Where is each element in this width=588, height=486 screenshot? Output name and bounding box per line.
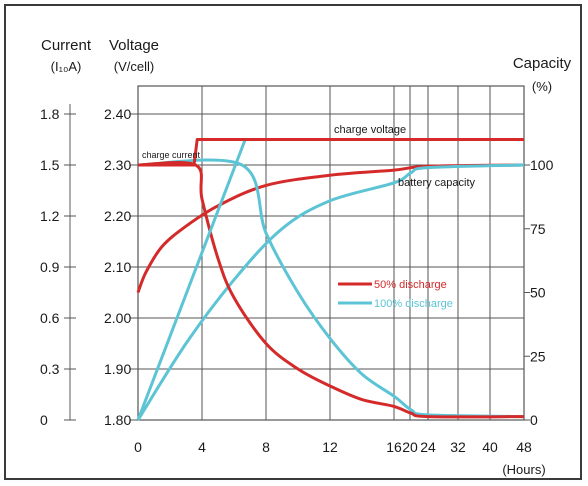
voltage-tick-label: 1.80 [104,412,131,428]
current-tick-label: 0 [40,412,48,428]
chart-frame [4,4,582,480]
capacity-tick-label: 0 [530,412,538,428]
charge-voltage-label: charge voltage [334,124,406,136]
x-axis-unit: (Hours) [502,462,545,477]
x-tick-label: 8 [262,439,270,455]
legend-label-100: 100% discharge [374,298,453,310]
current-axis-title: Current [41,37,92,54]
capacity-axis-unit: (%) [532,79,552,94]
voltage-tick-label: 2.00 [104,310,131,326]
current-tick-label: 0.9 [40,259,60,275]
x-tick-label: 20 [402,439,418,455]
series-100-battery-capacity [136,163,525,421]
voltage-tick-label: 2.10 [104,259,131,275]
charge-current-label: charge current [142,150,201,160]
series-lines [136,138,525,421]
current-axis-unit: (I₁₀A) [51,59,82,74]
x-tick-label: 24 [420,439,436,455]
legend: 50% discharge 100% discharge [338,279,453,310]
voltage-axis-title: Voltage [109,37,159,54]
current-tick-label: 1.2 [40,208,60,224]
capacity-tick-label: 50 [530,285,546,301]
voltage-tick-label: 2.30 [104,157,131,173]
series-50-charge-voltage [138,138,524,167]
series-50-battery-capacity [136,163,525,294]
capacity-tick-label: 100 [530,157,554,173]
voltage-tick-label: 1.90 [104,361,131,377]
capacity-axis-title: Capacity [513,55,572,72]
voltage-tick-label: 2.40 [104,106,131,122]
voltage-axis-unit: (V/cell) [114,59,154,74]
x-tick-label: 12 [322,439,338,455]
series-50-charge-current [137,160,525,419]
x-tick-label: 40 [482,439,498,455]
plot-area [137,85,525,421]
grid [64,85,530,421]
x-tick-label: 0 [134,439,142,455]
x-tick-label: 48 [516,439,532,455]
x-tick-label: 16 [386,439,402,455]
voltage-tick-label: 2.20 [104,208,131,224]
capacity-tick-label: 75 [530,221,546,237]
x-tick-label: 32 [450,439,466,455]
current-tick-label: 1.8 [40,106,60,122]
battery-capacity-label: battery capacity [398,177,476,189]
series-100-charge-current [137,158,525,419]
capacity-tick-label: 25 [530,348,546,364]
current-tick-label: 0.3 [40,361,60,377]
current-tick-label: 0.6 [40,310,60,326]
current-tick-label: 1.5 [40,157,60,173]
legend-label-50: 50% discharge [374,279,447,291]
tick-labels: 0 4 8 12 16 20 24 32 40 481.801.902.002.102.202.3… [40,106,554,455]
x-tick-label: 4 [198,439,206,455]
